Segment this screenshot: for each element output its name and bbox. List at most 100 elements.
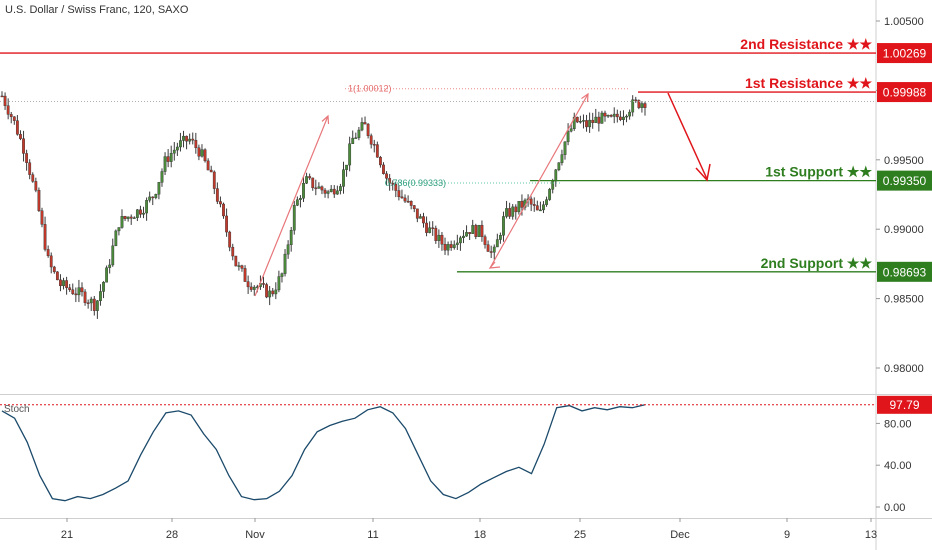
candle-body xyxy=(566,130,570,143)
candle-body xyxy=(22,138,25,154)
candle-body xyxy=(606,115,610,117)
candle-body xyxy=(28,162,32,175)
candle-body xyxy=(249,286,253,290)
candle-body xyxy=(234,255,238,267)
candle-body xyxy=(277,276,281,291)
candle-body xyxy=(465,232,468,237)
level-price-badge-3 xyxy=(877,170,932,191)
pattern-arrow-1-head xyxy=(321,114,330,125)
candle-body xyxy=(169,153,173,162)
candle-body xyxy=(151,196,155,199)
candle-body xyxy=(434,227,438,241)
candle-body xyxy=(538,209,542,212)
candle-body xyxy=(437,234,441,241)
candle-body xyxy=(197,147,201,157)
fib-label-2: 0.786(0.99333) xyxy=(385,178,446,188)
candle-body xyxy=(440,234,444,245)
candle-body xyxy=(406,200,410,203)
candle-body xyxy=(102,281,105,292)
candle-body xyxy=(3,95,7,106)
candle-body xyxy=(252,286,256,290)
candle-body xyxy=(99,291,102,301)
candle-body xyxy=(514,206,518,213)
level-name-1: 2nd Resistance ★★ xyxy=(740,36,872,52)
candle-body xyxy=(283,253,287,274)
candle-body xyxy=(74,293,78,296)
candle-body xyxy=(120,216,124,228)
candle-body xyxy=(385,173,388,179)
candle-body xyxy=(640,103,644,108)
candle-body xyxy=(280,273,284,277)
candle-body xyxy=(575,116,579,123)
candle-body xyxy=(108,264,112,268)
candle-body xyxy=(59,279,62,287)
candle-body xyxy=(71,289,75,295)
pattern-arrow-1 xyxy=(254,115,329,297)
candle-body xyxy=(354,137,358,139)
candle-body xyxy=(95,300,99,311)
candle-body xyxy=(511,206,515,217)
candle-body xyxy=(615,113,619,118)
candle-body xyxy=(391,183,395,185)
candle-body xyxy=(317,186,321,189)
candle-body xyxy=(335,190,339,195)
candle-body xyxy=(68,287,72,290)
price-tick-label: 0.98000 xyxy=(884,363,924,375)
candle-body xyxy=(637,100,641,108)
candle-body xyxy=(409,201,413,206)
candle-body xyxy=(618,116,622,120)
level-price-label-2: 0.99988 xyxy=(883,86,927,100)
candle-body xyxy=(394,184,398,191)
candle-body xyxy=(557,162,561,171)
time-tick-label: 9 xyxy=(784,529,790,541)
candle-body xyxy=(6,105,10,115)
candle-body xyxy=(591,119,595,123)
candle-body xyxy=(508,208,512,217)
candle-body xyxy=(360,122,364,131)
time-tick-label: 11 xyxy=(367,529,378,541)
candle-body xyxy=(126,216,130,219)
candle-body xyxy=(625,115,628,118)
candle-body xyxy=(554,169,558,182)
candle-body xyxy=(89,298,93,304)
candle-body xyxy=(548,189,552,200)
candle-body xyxy=(200,149,204,157)
candle-body xyxy=(492,246,496,253)
candle-body xyxy=(499,235,502,240)
candle-body xyxy=(486,244,490,252)
pattern-arrow-2 xyxy=(489,93,589,269)
level-name-3: 1st Support ★★ xyxy=(765,164,872,180)
candle-body xyxy=(578,120,582,123)
candle-body xyxy=(320,186,324,191)
candle-body xyxy=(400,196,404,199)
candle-body xyxy=(415,208,419,219)
candles-group xyxy=(0,91,647,319)
candle-body xyxy=(268,290,272,298)
candle-body xyxy=(462,235,465,239)
candle-body xyxy=(231,246,235,257)
candle-body xyxy=(52,266,56,273)
candle-body xyxy=(609,115,613,117)
candle-body xyxy=(520,201,524,208)
time-tick-label: 13 xyxy=(865,529,877,541)
pattern-arrow-2-tail xyxy=(488,261,501,269)
level-price-label-1: 1.00269 xyxy=(883,47,927,61)
candle-body xyxy=(594,116,598,123)
candle-body xyxy=(9,114,13,117)
candle-body xyxy=(246,281,250,288)
candle-body xyxy=(163,156,167,172)
fib-label-1: 1(1.00012) xyxy=(348,84,392,94)
candle-body xyxy=(135,209,139,218)
candle-body xyxy=(560,154,564,163)
level-price-label-4: 0.98693 xyxy=(883,265,927,279)
candle-body xyxy=(326,191,330,194)
candle-body xyxy=(468,232,472,234)
candle-body xyxy=(403,197,407,202)
candle-body xyxy=(157,182,161,195)
stoch-tick-label: 40.00 xyxy=(884,460,912,472)
candle-body xyxy=(643,103,647,108)
level-name-4: 2nd Support ★★ xyxy=(761,255,873,271)
time-tick-label: 21 xyxy=(61,529,73,541)
symbol-title: U.S. Dollar / Swiss Franc, 120, SAXO xyxy=(5,4,189,16)
